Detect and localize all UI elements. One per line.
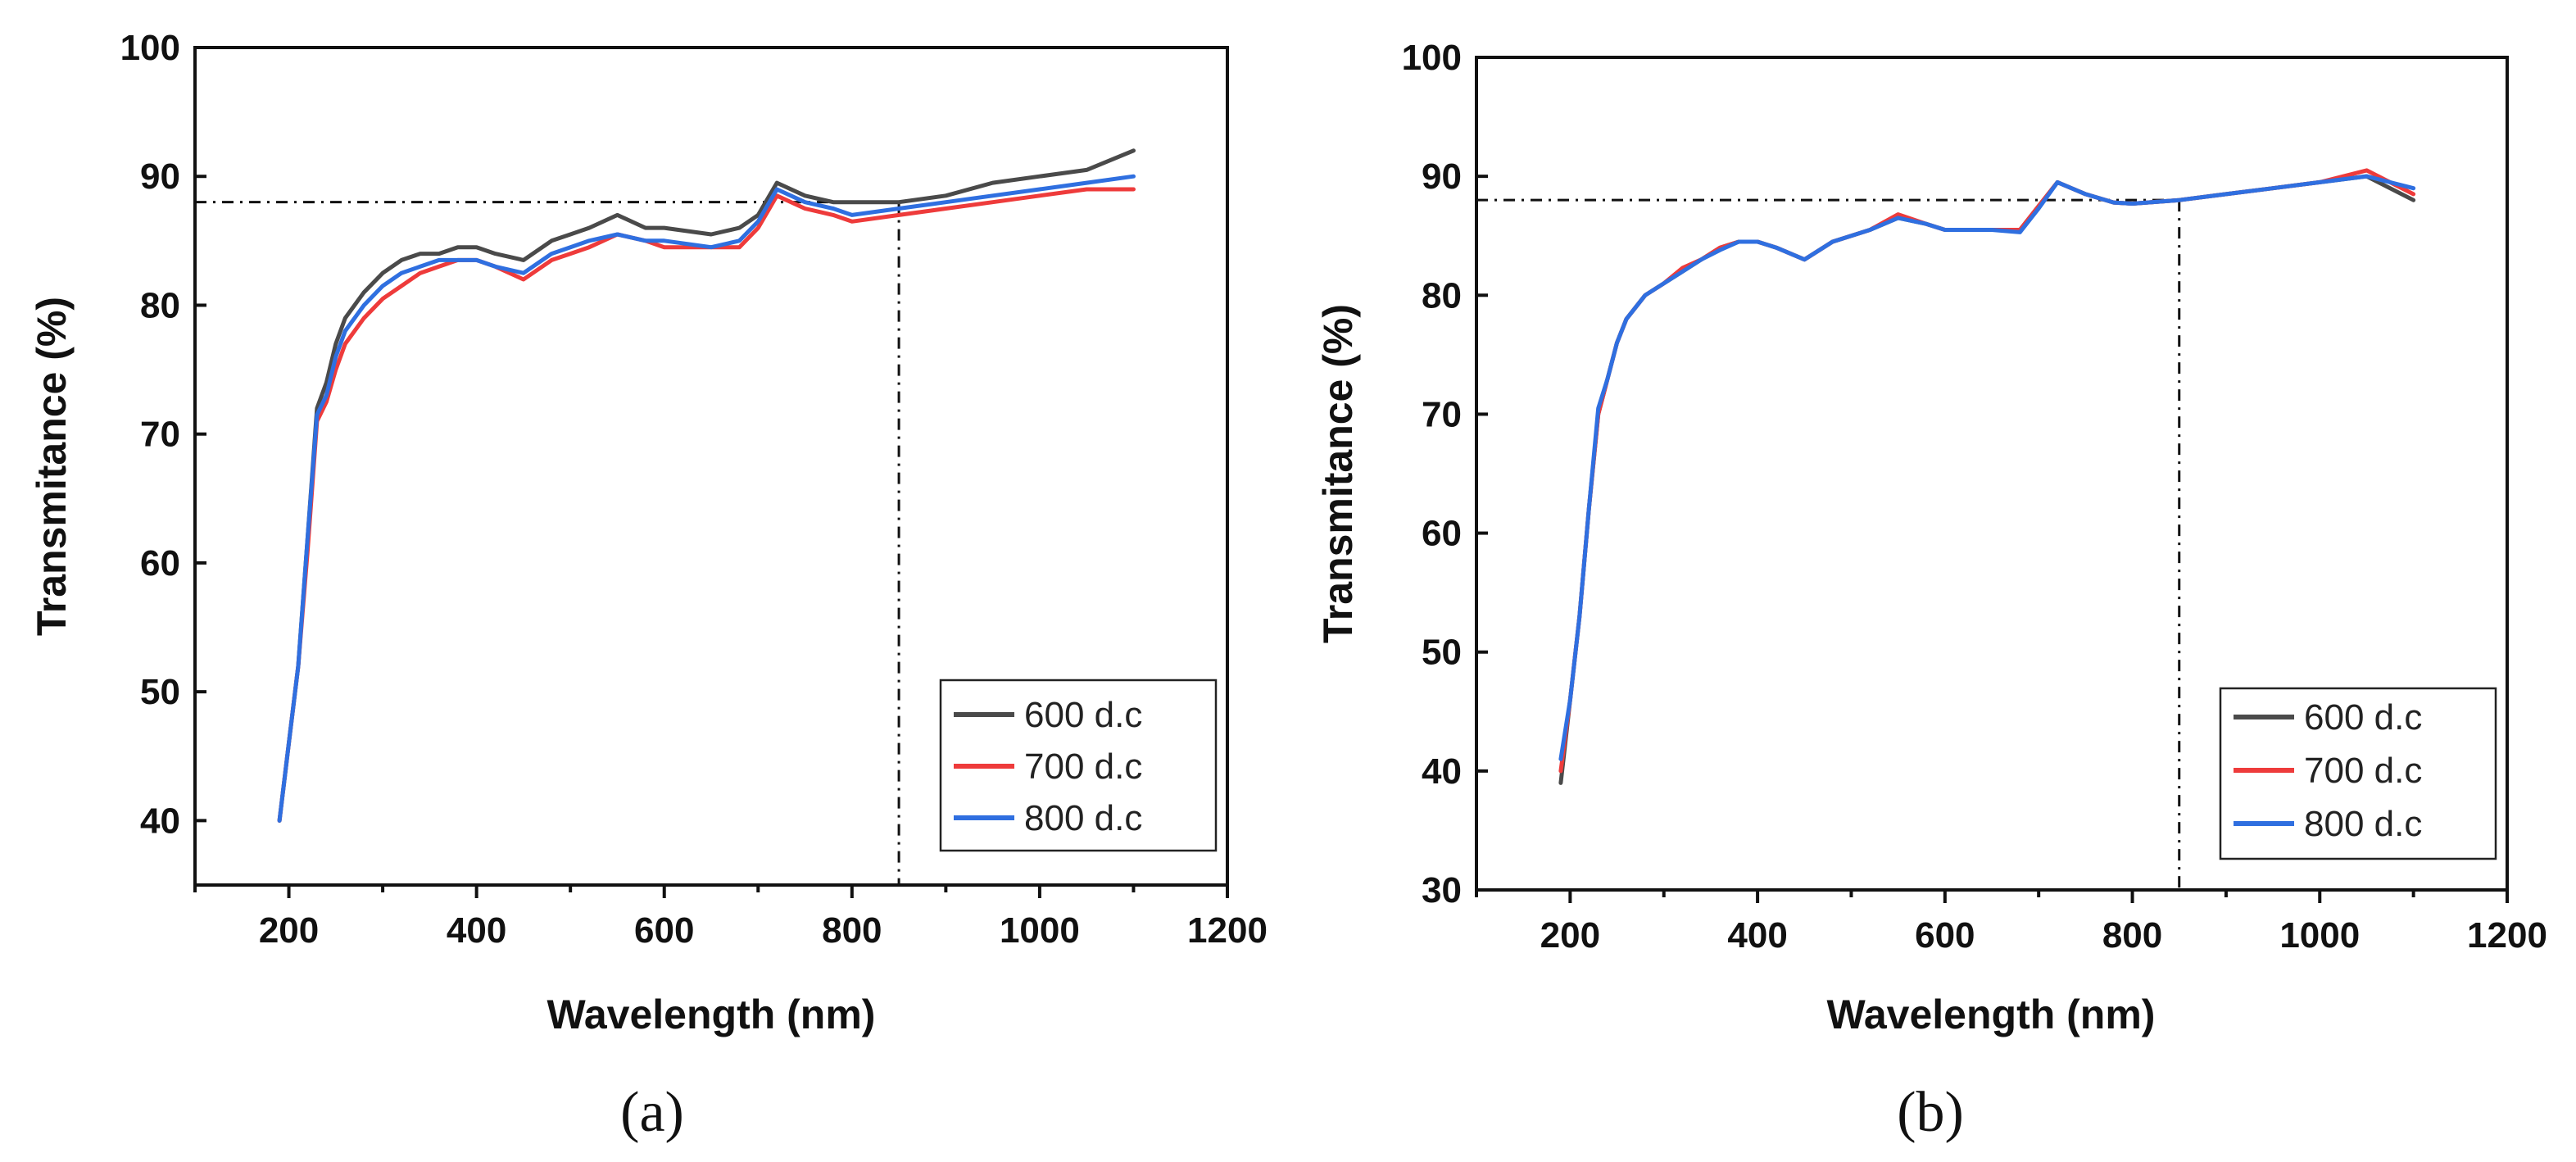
legend-a: 600 d.c 700 d.c 800 d.c bbox=[939, 679, 1218, 852]
plot-frame-b bbox=[1475, 56, 2509, 892]
series-lines-a bbox=[277, 148, 1136, 823]
y-tick-label: 80 bbox=[140, 285, 180, 325]
x-tick-label: 1000 bbox=[1000, 910, 1080, 951]
x-tick-label: 600 bbox=[1915, 915, 1975, 955]
y-tick-label: 30 bbox=[1422, 870, 1462, 910]
x-axis-ticks-a: 200 400 600 800 1000 1200 bbox=[193, 885, 1268, 951]
y-axis-title-a: Transmitance (%) bbox=[29, 297, 75, 636]
y-tick-label: 40 bbox=[140, 801, 180, 841]
y-tick-label: 90 bbox=[1422, 157, 1462, 197]
x-tick-label: 1000 bbox=[2279, 915, 2360, 955]
y-axis-ticks-a: 40 50 60 70 80 90 100 bbox=[120, 28, 206, 841]
legend-b: 600 d.c 700 d.c 800 d.c bbox=[2219, 687, 2497, 860]
y-tick-label: 40 bbox=[1422, 751, 1462, 792]
legend-label-800-b: 800 d.c bbox=[2304, 804, 2422, 844]
series-line-700 bbox=[1558, 168, 2416, 774]
x-tick-label: 200 bbox=[259, 910, 319, 951]
panel-label-b: (b) bbox=[1897, 1081, 1964, 1144]
chart-panel-a: 40 50 60 70 80 90 100 200 400 600 800 1000 1200 Tra… bbox=[29, 28, 1268, 1144]
y-tick-label: 90 bbox=[140, 157, 180, 197]
y-tick-label: 60 bbox=[1422, 514, 1462, 554]
x-axis-title-b: Wavelength (nm) bbox=[1827, 992, 2156, 1037]
legend-label-700-b: 700 d.c bbox=[2304, 751, 2422, 791]
x-tick-label: 600 bbox=[634, 910, 694, 951]
x-tick-label: 200 bbox=[1540, 915, 1600, 955]
legend-label-600-a: 600 d.c bbox=[1024, 695, 1142, 735]
plot-frame-a bbox=[193, 46, 1229, 887]
series-lines-b bbox=[1558, 168, 2416, 785]
x-axis-title-a: Wavelength (nm) bbox=[547, 992, 876, 1037]
x-tick-label: 1200 bbox=[1187, 910, 1268, 951]
y-tick-label: 70 bbox=[1422, 394, 1462, 434]
x-tick-label: 400 bbox=[447, 910, 506, 951]
y-axis-ticks-b: 30 40 50 60 70 80 90 100 bbox=[1402, 38, 1488, 910]
y-tick-label: 100 bbox=[1402, 38, 1462, 78]
x-tick-label: 800 bbox=[2102, 915, 2162, 955]
y-tick-label: 60 bbox=[140, 543, 180, 583]
y-tick-label: 80 bbox=[1422, 275, 1462, 315]
series-line-600 bbox=[277, 148, 1136, 823]
legend-label-600-b: 600 d.c bbox=[2304, 697, 2422, 738]
x-axis-ticks-b: 200 400 600 800 1000 1200 bbox=[1475, 890, 2547, 955]
panel-label-a: (a) bbox=[620, 1081, 684, 1144]
series-line-800 bbox=[1558, 174, 2416, 761]
y-tick-label: 70 bbox=[140, 415, 180, 455]
series-line-700 bbox=[277, 187, 1136, 823]
x-tick-label: 1200 bbox=[2467, 915, 2547, 955]
reference-lines-b bbox=[1476, 198, 2181, 890]
legend-label-800-a: 800 d.c bbox=[1024, 798, 1142, 838]
y-tick-label: 50 bbox=[140, 672, 180, 712]
y-axis-title-b: Transmitance (%) bbox=[1315, 304, 1361, 643]
reference-lines-a bbox=[195, 201, 900, 885]
y-tick-label: 50 bbox=[1422, 633, 1462, 673]
x-tick-label: 400 bbox=[1727, 915, 1787, 955]
y-tick-label: 100 bbox=[120, 28, 180, 68]
chart-panel-b: 30 40 50 60 70 80 90 100 200 400 600 800 1000 1200 T… bbox=[1315, 38, 2547, 1144]
x-tick-label: 800 bbox=[822, 910, 882, 951]
legend-label-700-a: 700 d.c bbox=[1024, 747, 1142, 787]
series-line-800 bbox=[277, 174, 1136, 823]
